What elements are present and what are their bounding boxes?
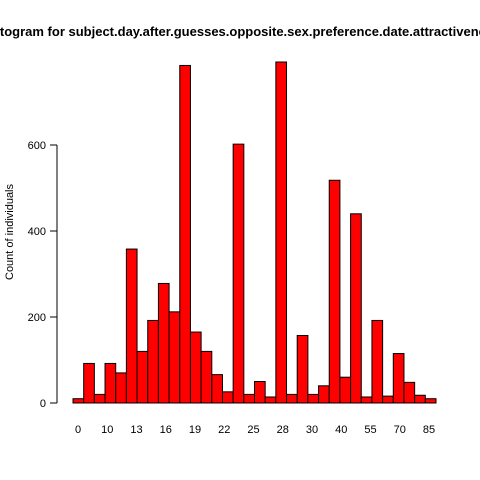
histogram-bar	[168, 311, 181, 404]
histogram-bar	[296, 334, 309, 404]
y-tick-label: 0	[40, 398, 46, 410]
histogram-bar	[147, 319, 159, 404]
histogram-bar	[286, 393, 298, 404]
histogram-bar	[83, 362, 95, 404]
histogram-bar	[392, 353, 405, 404]
x-tick-label: 70	[394, 424, 406, 436]
histogram-bar	[157, 282, 170, 404]
histogram-bar	[371, 319, 384, 404]
y-tick-label: 600	[28, 140, 46, 152]
histogram-bar	[136, 350, 149, 404]
histogram-bar	[360, 396, 373, 404]
histogram-bar	[179, 64, 191, 404]
histogram-bar	[414, 394, 426, 404]
histogram-bar	[382, 395, 394, 404]
histogram-bar	[115, 372, 127, 404]
histogram-bar	[339, 376, 352, 404]
x-tick-label: 0	[75, 424, 81, 436]
histogram-bar	[318, 385, 330, 404]
histogram-bar	[200, 350, 213, 404]
y-tick-label: 200	[28, 312, 46, 324]
x-tick-label: 22	[218, 424, 230, 436]
histogram-bar	[403, 381, 416, 404]
bars-group	[72, 61, 437, 404]
histogram-bar	[328, 179, 341, 404]
histogram-bar	[275, 61, 288, 404]
y-tick-label: 400	[28, 226, 46, 238]
y-axis-label: Count of individuals	[4, 184, 16, 281]
x-tick-label: 13	[130, 424, 142, 436]
x-tick-label: 85	[423, 424, 435, 436]
x-tick-label: 30	[306, 424, 318, 436]
histogram-bar	[93, 393, 106, 404]
x-tick-label: 55	[364, 424, 376, 436]
histogram-bar	[125, 248, 138, 404]
histogram-bar	[189, 331, 202, 404]
histogram-bar	[104, 362, 117, 404]
histogram-bar	[72, 398, 85, 404]
x-tick-label: 25	[247, 424, 259, 436]
x-tick-label: 40	[335, 424, 347, 436]
histogram-bar	[264, 396, 277, 404]
chart-title: Histogram for subject.day.after.guesses.…	[0, 24, 480, 39]
histogram-bar	[424, 398, 437, 404]
histogram-bar	[254, 381, 266, 404]
histogram-bar	[221, 391, 234, 404]
x-tick-label: 19	[189, 424, 201, 436]
histogram-bar	[350, 213, 362, 404]
x-tick-label: 10	[101, 424, 113, 436]
y-axis: 0 200 400 600	[28, 140, 58, 410]
x-axis-labels: 0 10 13 16 19 22 25 28 30 40 55 70 85	[75, 424, 435, 436]
histogram-bar	[232, 143, 245, 404]
x-tick-label: 16	[160, 424, 172, 436]
histogram-bar	[243, 393, 256, 404]
x-tick-label: 28	[277, 424, 289, 436]
histogram-bar	[211, 374, 223, 404]
histogram-bar	[307, 393, 320, 404]
